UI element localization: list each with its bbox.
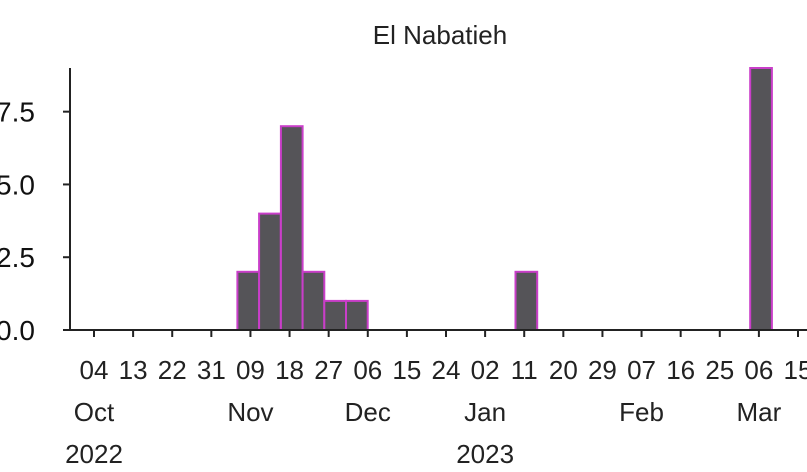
bars-group bbox=[236, 67, 773, 332]
chart-title: El Nabatieh bbox=[373, 20, 507, 50]
x-tick-day-3: 31 bbox=[197, 355, 226, 385]
x-tick-year-0: 2022 bbox=[65, 439, 123, 469]
x-tick-day-16: 25 bbox=[705, 355, 734, 385]
y-tick-label-2: 5.0 bbox=[0, 169, 35, 200]
x-tick-day-9: 24 bbox=[432, 355, 461, 385]
x-tick-month-10: Jan bbox=[464, 397, 506, 427]
y-ticks-group: 0.0 2.5 5.0 7.5 bbox=[0, 97, 70, 346]
x-tick-day-5: 18 bbox=[275, 355, 304, 385]
bar-6 bbox=[514, 270, 539, 331]
y-tick-label-3: 7.5 bbox=[0, 97, 35, 128]
bar-1 bbox=[258, 212, 282, 332]
bar-5 bbox=[345, 299, 369, 331]
x-tick-day-1: 13 bbox=[119, 355, 148, 385]
x-tick-day-8: 15 bbox=[392, 355, 421, 385]
x-tick-day-10: 02 bbox=[471, 355, 500, 385]
x-tick-day-2: 22 bbox=[158, 355, 187, 385]
x-tick-day-4: 09 bbox=[236, 355, 265, 385]
x-tick-day-0: 04 bbox=[80, 355, 109, 385]
x-tick-month-4: Nov bbox=[227, 397, 273, 427]
x-tick-day-6: 27 bbox=[314, 355, 343, 385]
x-tick-day-15: 16 bbox=[666, 355, 695, 385]
x-tick-day-17: 06 bbox=[744, 355, 773, 385]
x-tick-day-14: 07 bbox=[627, 355, 656, 385]
x-tick-day-13: 29 bbox=[588, 355, 617, 385]
y-tick-label-1: 2.5 bbox=[0, 242, 35, 273]
x-tick-day-11: 11 bbox=[511, 355, 538, 385]
x-tick-day-7: 06 bbox=[353, 355, 382, 385]
bar-3 bbox=[301, 270, 326, 331]
bar-0 bbox=[236, 270, 261, 331]
x-tick-month-7: Dec bbox=[345, 397, 391, 427]
x-tick-day-18: 15 bbox=[784, 355, 807, 385]
bar-7 bbox=[749, 67, 773, 331]
x-tick-month-0: Oct bbox=[74, 397, 115, 427]
y-tick-label-0: 0.0 bbox=[0, 315, 35, 346]
bar-2 bbox=[279, 125, 304, 331]
x-tick-month-14: Feb bbox=[619, 397, 664, 427]
x-tick-month-17: Mar bbox=[736, 397, 781, 427]
x-tick-day-12: 20 bbox=[549, 355, 578, 385]
bar-4 bbox=[323, 299, 347, 331]
x-tick-year-10: 2023 bbox=[456, 439, 514, 469]
